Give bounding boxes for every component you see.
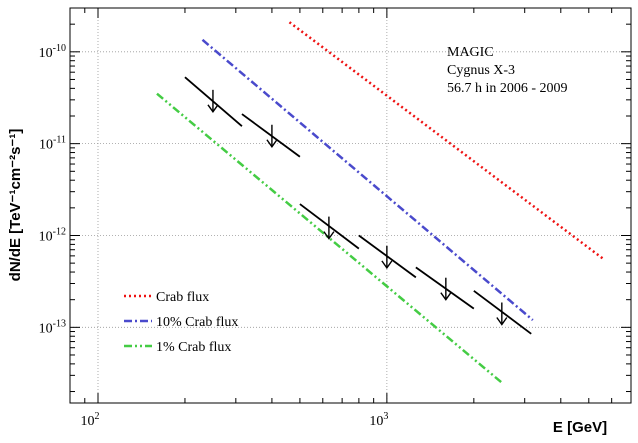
y-tick-label: 10-12 [39, 226, 66, 244]
plot-frame [69, 7, 632, 404]
legend-item: 1% Crab flux [124, 340, 231, 355]
minor-ticks [69, 7, 632, 403]
upper-limit-arrow-head [266, 139, 278, 148]
series-lines [156, 21, 604, 384]
upper-limit-segment [241, 113, 301, 158]
legend-label: Crab flux [156, 290, 209, 305]
legend-label: 10% Crab flux [156, 315, 238, 330]
upper-limit [415, 266, 475, 310]
legend: Crab flux 10% Crab flux 1% Crab flux [124, 290, 238, 355]
annotation-line: Cygnus X-3 [447, 63, 515, 78]
upper-limit [299, 203, 360, 250]
x-tick-label: 103 [369, 411, 388, 429]
y-tick-label: 10-11 [39, 135, 66, 153]
y-axis-label: dN/dE [TeV⁻¹cm⁻²s⁻¹] [7, 129, 24, 282]
x-axis-label: E [GeV] [553, 419, 607, 436]
legend-label: 1% Crab flux [156, 340, 231, 355]
upper-limit-arrow-head [323, 231, 335, 240]
grid [70, 8, 631, 403]
upper-limit-arrow-head [496, 317, 508, 326]
tick-labels: 102 103 10-13 10-12 10-11 10-10 [39, 43, 389, 429]
upper-limit [241, 113, 301, 158]
upper-limit [184, 76, 243, 127]
y-tick-label: 10-13 [39, 318, 66, 336]
upper-limit-arrow-head [207, 104, 219, 114]
upper-limit-arrow-head [381, 260, 393, 270]
upper-limits [184, 76, 532, 335]
upper-limit [473, 290, 532, 335]
x-tick-label: 102 [80, 411, 99, 429]
series-line [156, 92, 503, 384]
y-tick-label: 10-10 [39, 43, 66, 61]
annotation-block: MAGIC Cygnus X-3 56.7 h in 2006 - 2009 [447, 45, 568, 96]
annotation-line: 56.7 h in 2006 - 2009 [447, 81, 568, 96]
upper-limit [358, 234, 417, 279]
series-line [288, 21, 604, 260]
upper-limit-segment [415, 266, 475, 310]
annotation-line: MAGIC [447, 45, 494, 60]
legend-item: 10% Crab flux [124, 315, 238, 330]
legend-item: Crab flux [124, 290, 209, 305]
upper-limit-arrow-head [440, 292, 452, 301]
